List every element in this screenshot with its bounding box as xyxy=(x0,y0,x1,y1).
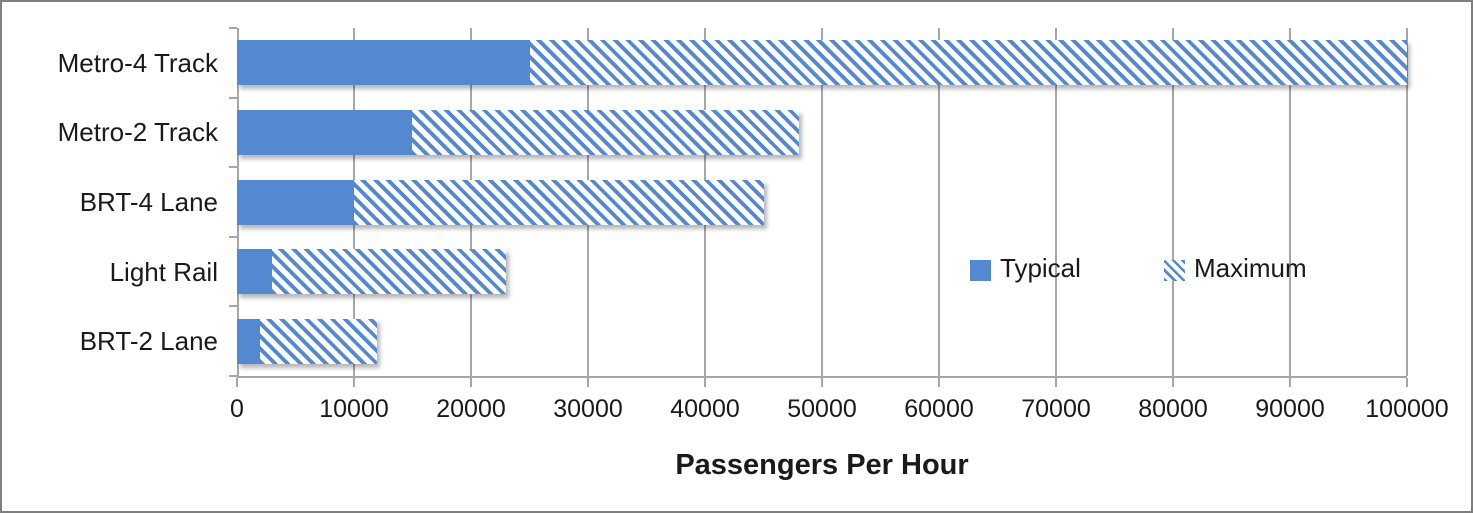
bar-brt-4-lane-maximum xyxy=(354,179,764,225)
bar-metro-2-track-typical xyxy=(237,109,413,155)
x-tick-label: 80000 xyxy=(1138,395,1208,423)
x-tick-label: 100000 xyxy=(1365,395,1449,423)
bar-brt-4-lane xyxy=(237,179,764,225)
bar-metro-2-track-maximum xyxy=(412,109,799,155)
bar-light-rail-typical xyxy=(237,249,273,295)
bar-light-rail xyxy=(237,249,507,295)
x-axis-tick xyxy=(1055,378,1057,387)
x-tick-label: 70000 xyxy=(1021,395,1091,423)
x-axis-tick xyxy=(821,378,823,387)
bar-brt-2-lane-maximum xyxy=(260,318,378,364)
gridline xyxy=(1172,28,1174,376)
x-axis-tick xyxy=(1406,378,1408,387)
gridline xyxy=(1406,28,1408,376)
x-tick-label: 10000 xyxy=(319,395,389,423)
x-axis-tick xyxy=(938,378,940,387)
gridline xyxy=(938,28,940,376)
y-axis-tick xyxy=(229,235,237,238)
x-axis-tick xyxy=(1289,378,1291,387)
x-axis-tick xyxy=(353,378,355,387)
category-label-metro-2-track: Metro-2 Track xyxy=(57,117,218,148)
x-tick-label: 30000 xyxy=(553,395,623,423)
category-label-brt-2-lane: BRT-2 Lane xyxy=(79,326,218,357)
x-tick-label: 40000 xyxy=(670,395,740,423)
y-axis-tick xyxy=(229,27,237,29)
category-label-light-rail: Light Rail xyxy=(109,256,218,287)
x-axis-title: Passengers Per Hour xyxy=(675,449,969,481)
x-tick-label: 90000 xyxy=(1255,395,1325,423)
legend-label-maximum: Maximum xyxy=(1194,253,1307,283)
y-axis-tick xyxy=(229,96,237,99)
legend-swatch-typical-icon xyxy=(970,260,991,281)
y-axis-tick xyxy=(229,166,237,169)
bar-metro-4-track-maximum xyxy=(529,40,1407,86)
legend-swatch-maximum-icon xyxy=(1164,260,1185,281)
x-axis-tick xyxy=(587,378,589,387)
bar-metro-4-track xyxy=(237,40,1407,86)
y-axis-tick xyxy=(229,375,237,377)
x-tick-label: 50000 xyxy=(787,395,857,423)
category-label-metro-4-track: Metro-4 Track xyxy=(57,47,218,78)
bar-brt-2-lane-typical xyxy=(237,318,261,364)
x-tick-label: 60000 xyxy=(904,395,974,423)
gridline xyxy=(821,28,823,376)
bar-metro-2-track xyxy=(237,109,799,155)
x-axis-tick xyxy=(470,378,472,387)
gridline xyxy=(1289,28,1291,376)
x-axis-tick xyxy=(1172,378,1174,387)
bar-brt-4-lane-typical xyxy=(237,179,354,225)
gridline xyxy=(1055,28,1057,376)
x-axis-line xyxy=(237,376,1407,378)
x-axis-tick xyxy=(704,378,706,387)
bar-brt-2-lane xyxy=(237,318,378,364)
bar-light-rail-maximum xyxy=(272,249,507,295)
x-tick-label: 20000 xyxy=(436,395,506,423)
bar-metro-4-track-typical xyxy=(237,40,530,86)
x-tick-label: 0 xyxy=(230,395,244,423)
legend-label-typical: Typical xyxy=(1000,253,1081,283)
x-axis-tick xyxy=(236,378,238,387)
y-axis-tick xyxy=(229,305,237,308)
category-label-brt-4-lane: BRT-4 Lane xyxy=(79,187,218,217)
